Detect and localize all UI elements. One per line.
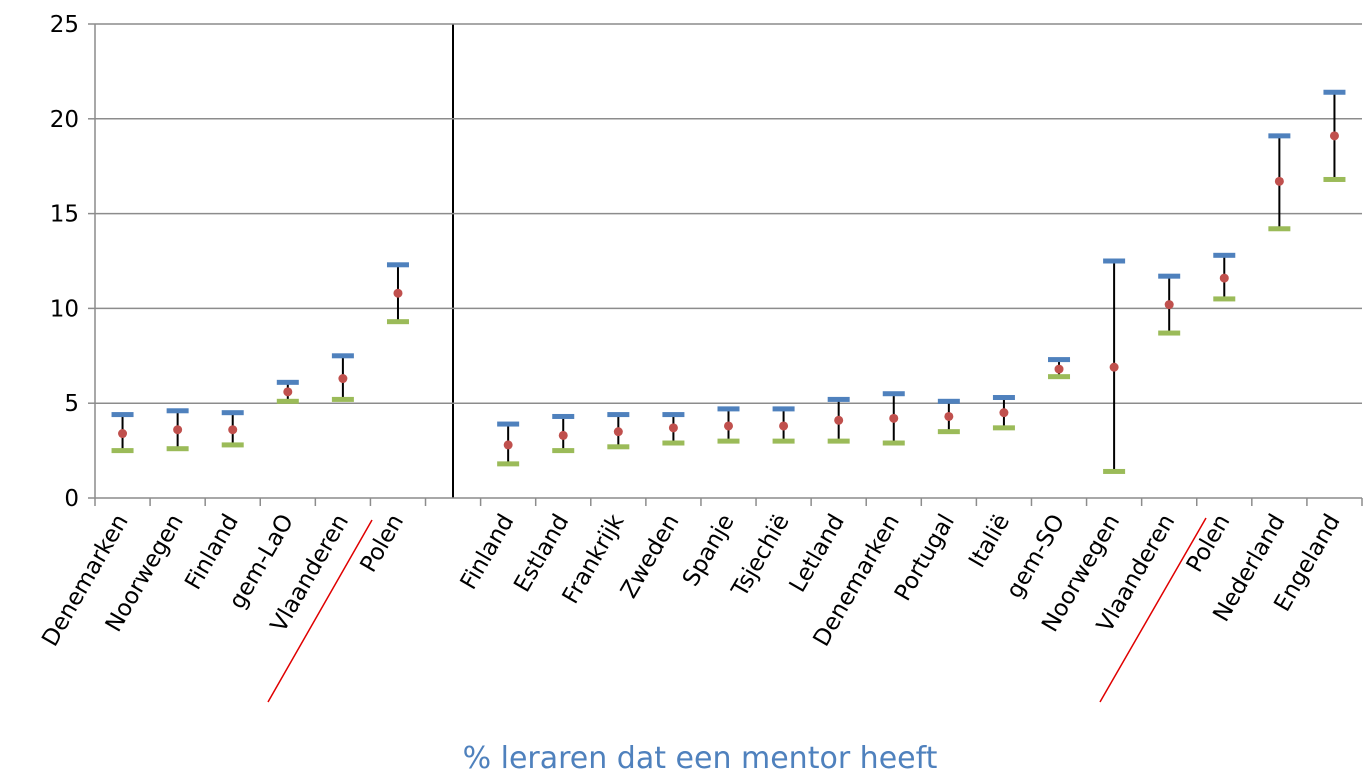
low-cap	[497, 461, 520, 467]
mean-dot	[1054, 364, 1064, 374]
low-cap	[772, 438, 795, 444]
high-cap	[882, 391, 905, 397]
high-cap	[607, 412, 630, 418]
mean-dot	[503, 440, 513, 450]
low-cap	[937, 429, 960, 435]
mean-dot	[173, 425, 183, 435]
mean-dot	[724, 421, 733, 431]
high-cap	[276, 379, 299, 385]
low-cap	[221, 442, 244, 448]
high-cap	[1103, 258, 1126, 264]
y-tick-label: 25	[50, 12, 79, 38]
mean-dot	[118, 429, 128, 439]
x-axis-title: % leraren dat een mentor heeft	[463, 741, 938, 776]
low-cap	[607, 444, 630, 450]
high-cap	[992, 395, 1015, 401]
mean-dot	[834, 415, 844, 425]
high-cap	[772, 406, 795, 412]
low-cap	[331, 396, 354, 402]
low-cap	[386, 319, 409, 325]
y-tick-label: 5	[64, 391, 79, 417]
high-cap	[166, 408, 189, 414]
y-tick-label: 0	[64, 486, 79, 512]
high-cap	[386, 262, 409, 268]
highlight-underline	[1099, 517, 1207, 703]
high-cap	[111, 412, 134, 418]
mean-dot	[889, 413, 899, 423]
high-cap	[1268, 133, 1291, 139]
mean-dot	[779, 421, 789, 431]
mean-dot	[1274, 176, 1284, 186]
low-cap	[1048, 374, 1071, 380]
low-cap	[552, 448, 575, 454]
high-cap	[1213, 252, 1236, 258]
low-cap	[662, 440, 685, 446]
low-cap	[276, 398, 299, 404]
mean-dot	[283, 387, 293, 397]
high-cap	[221, 410, 244, 416]
mean-dot	[1164, 300, 1174, 310]
low-cap	[111, 448, 134, 454]
high-cap	[662, 412, 685, 418]
x-tick-label: Spanje	[678, 510, 740, 591]
mean-dot	[558, 430, 568, 440]
y-tick-label: 15	[50, 202, 79, 228]
low-cap	[717, 438, 740, 444]
low-cap	[1213, 296, 1236, 302]
mean-dot	[613, 427, 623, 437]
high-cap	[827, 396, 850, 402]
high-cap	[497, 421, 520, 427]
highlight-underline	[267, 519, 373, 703]
mean-dot	[338, 374, 348, 384]
mean-dot	[1109, 362, 1119, 372]
high-cap	[331, 353, 354, 359]
high-cap	[1323, 89, 1346, 95]
high-cap	[1158, 273, 1181, 279]
y-tick-label: 10	[50, 296, 79, 322]
y-tick-label: 20	[50, 107, 79, 133]
x-tick-label: Italië	[964, 510, 1015, 572]
low-cap	[1323, 176, 1346, 182]
high-cap	[717, 406, 740, 412]
mean-dot	[944, 411, 954, 421]
mean-dot	[1329, 131, 1339, 141]
low-cap	[1103, 468, 1126, 474]
low-cap	[827, 438, 850, 444]
low-cap	[1268, 226, 1291, 232]
x-tick-label: Polen	[356, 510, 410, 577]
mean-dot	[228, 425, 238, 435]
high-cap	[1048, 357, 1071, 363]
high-cap	[937, 398, 960, 404]
mean-dot	[668, 423, 678, 433]
low-cap	[166, 446, 189, 452]
high-cap	[552, 413, 575, 419]
x-tick-label: Polen	[1182, 510, 1236, 577]
mean-dot	[1219, 273, 1229, 283]
mean-dot	[393, 288, 403, 298]
low-cap	[1158, 330, 1181, 336]
low-cap	[882, 440, 905, 446]
mean-dot	[999, 408, 1009, 418]
low-cap	[992, 425, 1015, 431]
